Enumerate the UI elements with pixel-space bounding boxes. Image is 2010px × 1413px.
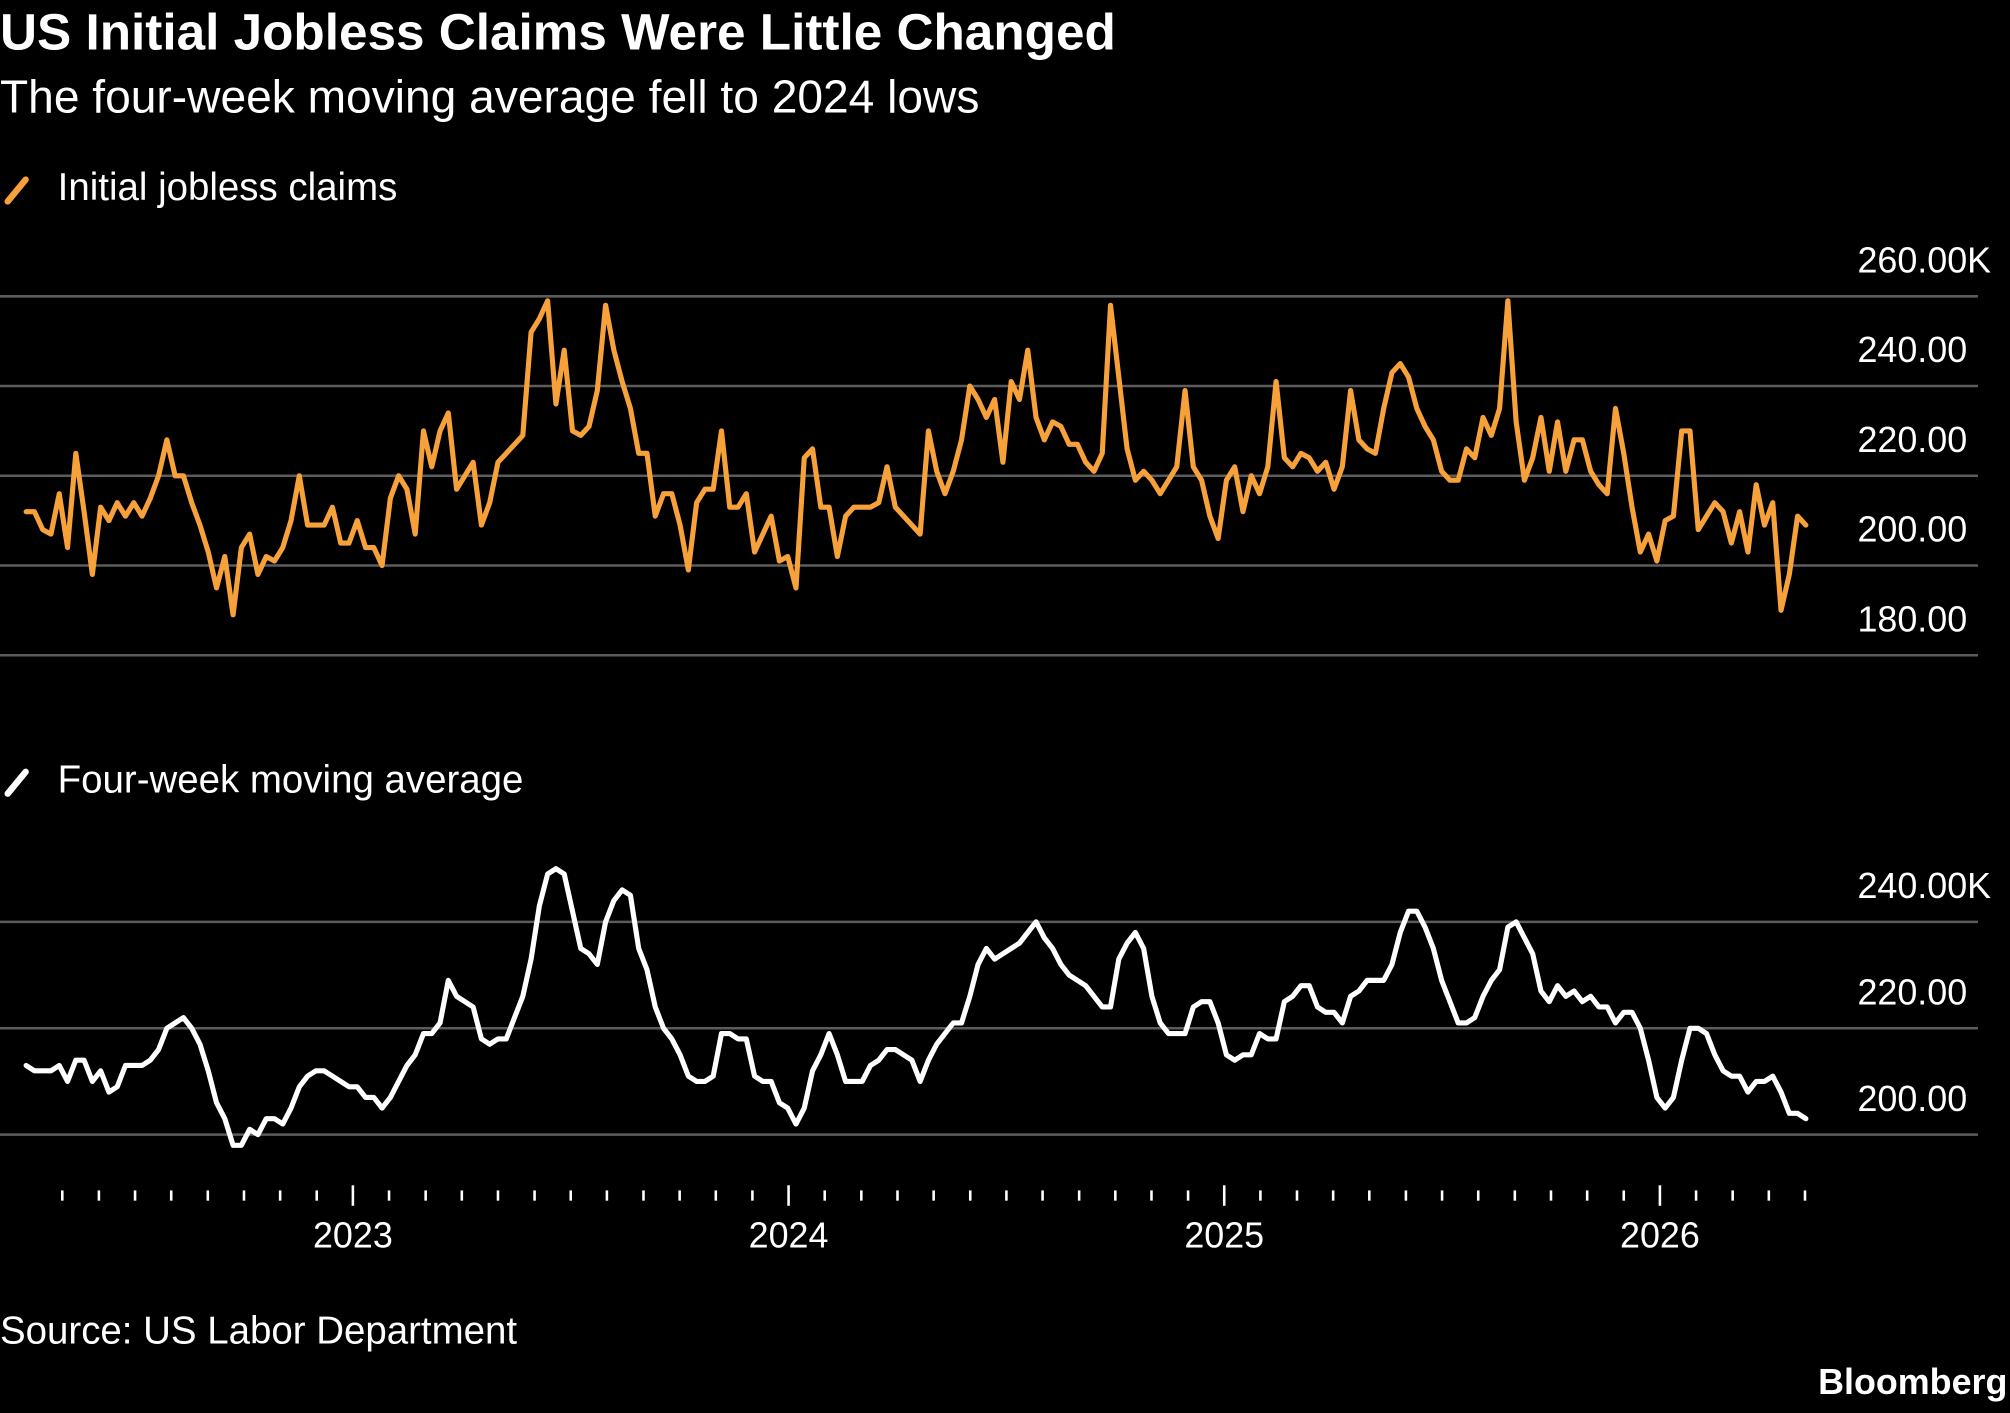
x-tick-label: 2023	[313, 1215, 393, 1255]
logo: Bloomberg	[1818, 1362, 2007, 1402]
chart-title: US Initial Jobless Claims Were Little Ch…	[0, 4, 1116, 61]
legend-swatch	[4, 768, 29, 797]
data-line	[23, 298, 1809, 618]
x-tick-label: 2025	[1184, 1215, 1264, 1255]
y-tick-label: 240.00	[1857, 330, 1967, 370]
data-line	[23, 866, 1809, 1148]
y-tick-label: 220.00	[1857, 972, 1967, 1012]
y-tick-label: 180.00	[1857, 599, 1967, 639]
y-tick-label: 260.00K	[1857, 240, 1991, 280]
y-tick-label: 200.00	[1857, 510, 1967, 550]
chart-subtitle: The four-week moving average fell to 202…	[0, 70, 979, 122]
legend-label: Four-week moving average	[58, 758, 524, 801]
y-tick-label: 200.00	[1857, 1079, 1967, 1119]
source-note: Source: US Labor Department	[0, 1309, 517, 1352]
y-tick-label: 240.00K	[1857, 866, 1991, 906]
legend-swatch	[4, 176, 29, 205]
legend-label: Initial jobless claims	[58, 166, 398, 209]
y-tick-label: 220.00	[1857, 420, 1967, 460]
x-tick-label: 2024	[749, 1215, 829, 1255]
x-tick-label: 2026	[1620, 1215, 1700, 1255]
